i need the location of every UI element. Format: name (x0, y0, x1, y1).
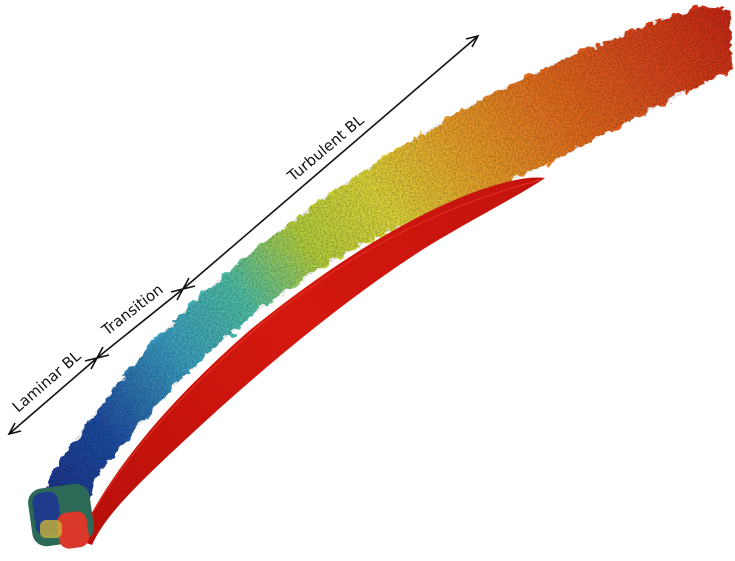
boundary-layer-band (40, 8, 732, 540)
blade-edge-highlight (79, 179, 541, 537)
turbulent-arrow (181, 34, 480, 291)
laminar-label: Laminar BL (9, 347, 85, 417)
leading-edge-cap (28, 483, 94, 549)
turbulent-label: Turbulent BL (283, 111, 368, 186)
laminar-annotation: Laminar BL (7, 347, 99, 436)
